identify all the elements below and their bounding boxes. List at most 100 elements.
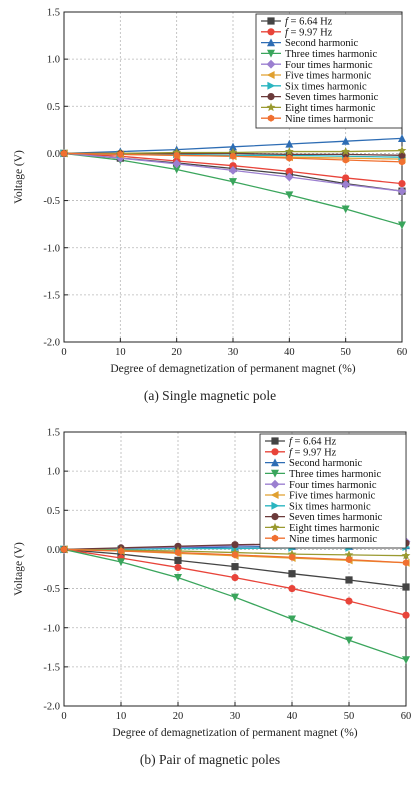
chart-a-data-point-s2-6	[398, 180, 406, 188]
chart-b-data-point-s10-1	[117, 547, 125, 555]
chart-b-data-point-s9-6	[401, 551, 411, 560]
chart-b-x-tick-label: 60	[401, 711, 412, 722]
chart-b-legend-marker-5	[270, 479, 280, 489]
chart-b-legend-marker-3	[271, 458, 279, 467]
chart-a-data-point-s4-6	[398, 221, 406, 230]
chart-b-x-tick-label: 10	[116, 711, 127, 722]
chart-b-y-tick-label: -1.5	[43, 662, 60, 673]
chart-a-y-tick-label: -1.5	[43, 290, 60, 301]
chart-a-data-point-s4-4	[285, 191, 294, 200]
chart-a-data-point-s5-6	[397, 186, 407, 196]
chart-a-y-tick-label: 1.5	[47, 8, 60, 19]
chart-a-legend-label-prefix-2: f	[285, 27, 290, 38]
chart-b-y-tick-label: -2.0	[43, 702, 60, 713]
chart-b-data-point-s2-3	[231, 574, 239, 582]
chart-b-y-tick-label: -1.0	[43, 623, 60, 634]
chart-a-legend-label-4: Three times harmonic	[285, 49, 377, 60]
chart-b-data-point-s2-4	[288, 584, 296, 593]
chart-b-legend-marker-2	[271, 448, 279, 456]
chart-a-x-axis-label: Degree of demagnetization of permanent m…	[110, 363, 355, 375]
chart-b: 1.5 1.0 0.5 0.0 -0.5 -1.0 -1.5 -2.00 10 20 30 40 50 6…	[13, 428, 411, 767]
chart-a-data-point-s5-5	[341, 180, 351, 189]
chart-a-legend-label-2: f = 9.97 Hz	[285, 27, 333, 38]
chart-a-y-tick-label: 0.5	[47, 102, 60, 113]
chart-b-x-tick-label: 40	[287, 711, 298, 722]
chart-b-data-point-s2-5	[345, 597, 353, 605]
chart-b-x-axis-label: Degree of demagnetization of permanent m…	[112, 727, 357, 739]
chart-a-legend-label-1: f = 6.64 Hz	[285, 17, 333, 28]
chart-b-data-point-s2-2	[174, 563, 182, 572]
chart-a-legend-label-text-3: Second harmonic	[285, 38, 359, 49]
chart-a-y-tick-label: 1.0	[47, 55, 60, 66]
chart-a-legend-label-9: Eight times harmonic	[285, 103, 376, 114]
chart-b-data-point-s10-3	[231, 551, 239, 559]
chart-b-frame	[63, 431, 407, 707]
chart-a-legend-label-text-2: = 9.97 Hz	[288, 27, 333, 38]
chart-b-data-point-s8-3	[231, 541, 239, 549]
chart-b-legend-marker-1	[271, 437, 279, 445]
chart-a-legend-label-text-7: Six times harmonic	[285, 81, 367, 92]
chart-b-data-point-s4-5	[345, 636, 353, 645]
chart-a-y-tick-label: -2.0	[43, 338, 60, 349]
chart-b-data-point-s9-5	[344, 550, 354, 559]
chart-b-legend	[259, 433, 407, 549]
chart-a-x-tick-label: 50	[340, 347, 351, 358]
chart-b-data-point-s10-4	[288, 553, 296, 561]
chart-a-legend-label-7: Six times harmonic	[285, 81, 367, 92]
chart-a-data-point-s5-2	[172, 159, 182, 169]
chart-a-legend-marker-1	[267, 17, 275, 25]
chart-a-x-tick-label: 40	[284, 347, 295, 358]
chart-b-y-tick-label: 1.0	[47, 467, 60, 478]
chart-a-data-point-s4-5	[341, 205, 350, 214]
chart-a-data-point-s3-3	[229, 142, 237, 151]
chart-b-y-axis-label: Voltage (V)	[13, 542, 25, 596]
chart-a-y-tick-label: -0.5	[43, 196, 60, 207]
chart-a-data-point-s2-3	[229, 162, 237, 170]
chart-b-x-tick-label: 0	[61, 711, 66, 722]
chart-b-legend-label-4: Three times harmonic	[289, 469, 381, 480]
chart-a-y-tick-label: -1.0	[43, 243, 60, 254]
chart-a-legend-label-8: Seven times harmonic	[285, 92, 379, 103]
chart-a-frame	[63, 11, 403, 343]
chart-a-data-point-s9-5	[341, 146, 351, 156]
chart-b-legend-label-2: f = 9.97 Hz	[289, 447, 337, 458]
chart-b-legend-label-7: Six times harmonic	[289, 501, 371, 512]
chart-a-legend-marker-7	[267, 81, 276, 90]
chart-a-data-point-s2-4	[285, 167, 293, 175]
chart-a-data-point-s4-3	[229, 178, 237, 186]
chart-b-data-point-s4-1	[117, 558, 125, 567]
chart-a-data-point-s4-2	[172, 165, 181, 174]
chart-b-data-point-s4-6	[402, 656, 410, 665]
chart-a-caption: (a) Single magnetic pole	[144, 388, 276, 403]
chart-a-data-point-s2-5	[342, 174, 350, 182]
chart-b-y-tick-label: 1.5	[47, 428, 60, 439]
chart-b-x-tick-label: 20	[173, 711, 184, 722]
chart-a-x-tick-label: 60	[397, 347, 408, 358]
chart-b-legend-marker-8	[271, 513, 279, 521]
chart-a-legend-label-text-4: Three times harmonic	[285, 49, 377, 60]
chart-b-legend-label-8: Seven times harmonic	[289, 512, 383, 523]
chart-a-legend-marker-9	[266, 102, 276, 112]
chart-a-data-point-s5-3	[228, 166, 238, 175]
chart-a-legend-label-6: Five times harmonic	[285, 71, 372, 82]
chart-b-data-point-s10-0	[60, 545, 68, 554]
chart-b-legend-marker-4	[271, 469, 279, 478]
chart-b-legend-marker-9	[270, 522, 280, 532]
chart-b-data-point-s4-4	[288, 615, 296, 624]
chart-b-legend-marker-6	[270, 491, 279, 499]
chart-b-data-point-s4-3	[231, 593, 239, 602]
chart-b-y-tick-label: 0.5	[47, 506, 60, 517]
chart-b-legend-label-9: Eight times harmonic	[289, 523, 380, 534]
chart-b-data-point-s10-6	[402, 559, 410, 567]
chart-b-legend-label-text-2: = 9.97 Hz	[292, 447, 337, 458]
chart-a-legend-marker-6	[266, 71, 275, 79]
chart-b-legend-label-prefix-1: f	[289, 437, 294, 448]
chart-a-data-point-s10-0	[60, 149, 68, 158]
chart-b-data-point-s8-2	[174, 542, 182, 550]
chart-a-legend-label-text-1: = 6.64 Hz	[288, 17, 333, 28]
chart-a-legend	[255, 13, 403, 129]
chart-b-legend-label-text-3: Second harmonic	[289, 458, 363, 469]
chart-b-x-tick-label: 50	[344, 711, 355, 722]
chart-a-legend-marker-3	[267, 38, 275, 47]
